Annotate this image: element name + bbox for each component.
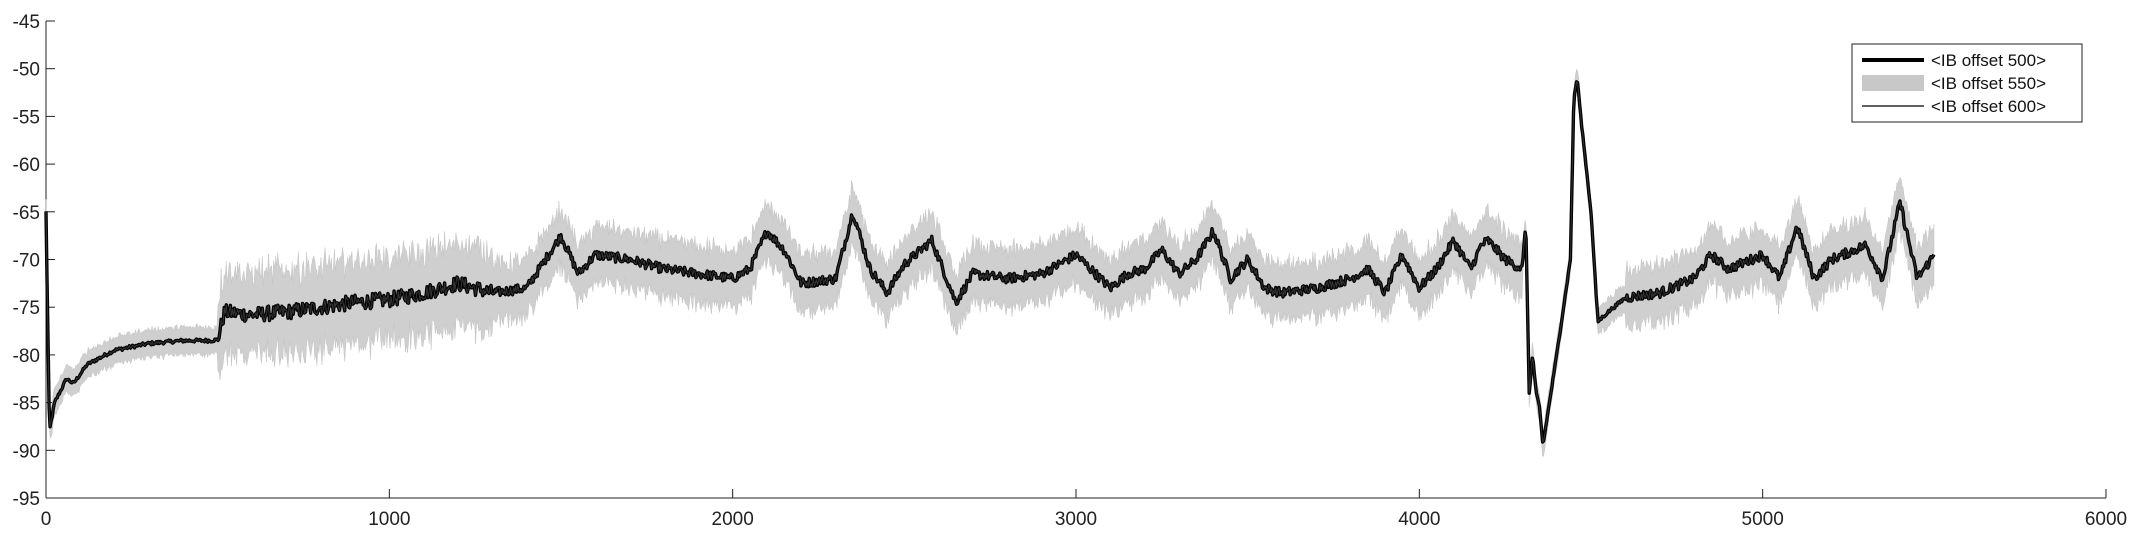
- legend-label: <IB offset 600>: [1931, 97, 2046, 116]
- y-tick-label: -80: [13, 346, 40, 367]
- series-ib-offset-550-band: [45, 68, 1935, 457]
- x-tick-label: 0: [41, 509, 52, 530]
- y-tick-label: -90: [13, 441, 40, 462]
- y-tick-label: -95: [13, 489, 40, 510]
- y-tick-label: -75: [13, 298, 40, 319]
- y-tick-label: -50: [13, 60, 40, 81]
- x-tick-label: 6000: [2085, 509, 2127, 530]
- y-tick-label: -45: [13, 12, 40, 33]
- series-line-ib-offset-600: [45, 81, 1935, 444]
- y-tick-label: -60: [13, 155, 40, 176]
- x-tick-label: 3000: [1055, 509, 1097, 530]
- y-tick-label: -65: [13, 203, 40, 224]
- y-tick-label: -70: [13, 251, 40, 272]
- y-tick-label: -55: [13, 107, 40, 128]
- x-tick-label: 2000: [712, 509, 754, 530]
- legend-swatch: [1862, 75, 1924, 91]
- x-tick-label: 4000: [1398, 509, 1440, 530]
- y-tick-label: -85: [13, 394, 40, 415]
- legend-label: <IB offset 550>: [1931, 74, 2046, 93]
- legend-label: <IB offset 500>: [1931, 51, 2046, 70]
- legend: <IB offset 500> <IB offset 550> <IB offset…: [1851, 43, 2083, 123]
- series-band-ib-offset-550: [45, 68, 1935, 457]
- series-lines: [44, 80, 1936, 444]
- x-tick-label: 5000: [1742, 509, 1784, 530]
- x-tick-label: 1000: [368, 509, 410, 530]
- axes: -45 -50 -55 -60 -65 -70 -75 -80 -85 -90 -950 1000 20…: [13, 12, 2128, 530]
